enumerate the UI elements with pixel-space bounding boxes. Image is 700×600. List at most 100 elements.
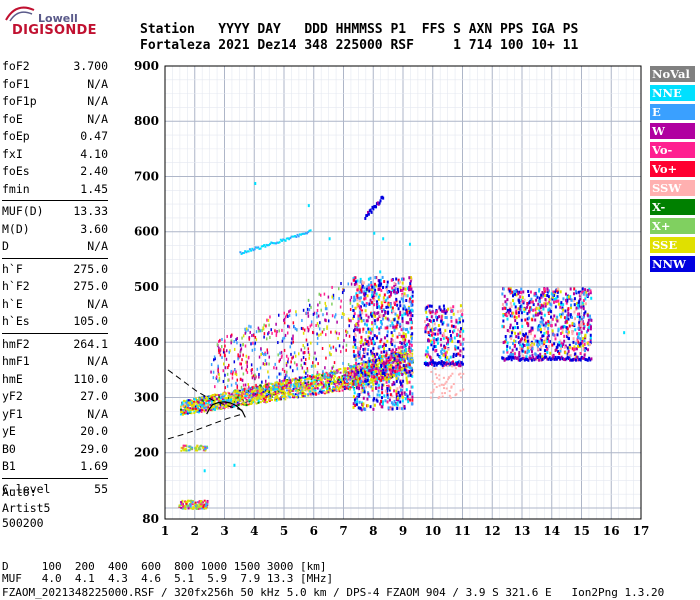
param-row: B1 1.69 <box>2 458 108 474</box>
echo-point <box>264 379 267 383</box>
echo-point <box>213 355 216 359</box>
echo-point <box>506 328 509 332</box>
echo-point <box>241 336 243 340</box>
echo-point <box>338 387 341 390</box>
echo-point <box>455 346 458 350</box>
echo-point <box>378 354 381 358</box>
echo-point <box>206 501 209 504</box>
echo-point <box>261 351 264 355</box>
echo-point <box>202 506 205 509</box>
echo-point <box>527 289 530 293</box>
echo-point <box>367 335 370 339</box>
echo-point <box>367 327 370 331</box>
echo-point <box>517 314 520 318</box>
echo-point <box>575 355 578 359</box>
echo-point <box>213 407 216 410</box>
echo-point <box>578 299 581 303</box>
echo-point <box>444 354 447 358</box>
echo-point <box>245 387 248 390</box>
echo-point <box>397 281 400 285</box>
echo-point <box>215 397 218 400</box>
echo-point <box>557 350 560 354</box>
echo-point <box>541 341 544 345</box>
echo-point <box>289 396 292 399</box>
echo-point <box>376 393 379 397</box>
echo-point <box>442 304 445 308</box>
echo-point <box>405 294 408 298</box>
echo-point <box>520 357 523 361</box>
echo-point <box>563 316 566 320</box>
echo-point <box>567 330 570 334</box>
echo-point <box>263 332 266 336</box>
echo-point <box>566 299 569 303</box>
echo-point <box>530 358 533 362</box>
param-name: h`F2 <box>2 279 30 293</box>
echo-point <box>311 387 314 390</box>
echo-point <box>241 400 244 403</box>
param-value: 0.47 <box>80 129 108 143</box>
echo-point <box>383 350 386 354</box>
echo-point <box>304 377 307 380</box>
echo-point <box>565 301 568 305</box>
echo-point <box>554 323 557 327</box>
echo-point <box>193 398 196 401</box>
echo-point <box>367 392 370 396</box>
echo-point <box>325 333 327 337</box>
echo-point <box>521 324 524 328</box>
echo-point <box>537 328 540 332</box>
echo-point <box>368 366 371 370</box>
echo-point <box>302 386 305 389</box>
echo-point <box>400 297 403 301</box>
echo-point <box>518 307 521 311</box>
echo-point <box>275 333 278 337</box>
echo-point <box>312 312 315 316</box>
echo-point <box>218 348 220 352</box>
echo-point <box>521 349 524 353</box>
echo-point <box>388 295 391 299</box>
echo-point <box>366 378 369 382</box>
echo-point <box>514 326 517 330</box>
echo-point <box>551 317 554 321</box>
echo-point <box>244 331 247 335</box>
echo-point <box>296 396 299 399</box>
echo-point <box>404 397 407 401</box>
echo-point <box>442 361 445 365</box>
echo-point <box>344 367 347 370</box>
echo-point <box>258 355 261 359</box>
echo-point <box>191 405 194 408</box>
echo-point <box>424 325 427 329</box>
echo-point <box>282 337 284 341</box>
echo-point <box>520 287 523 291</box>
echo-point <box>310 323 313 327</box>
echo-point <box>204 405 207 408</box>
echo-point <box>394 369 397 373</box>
echo-point <box>354 378 357 381</box>
echo-point <box>367 365 370 368</box>
echo-point <box>373 319 376 323</box>
echo-point <box>439 337 442 341</box>
echo-point <box>316 370 319 374</box>
param-name: hmF2 <box>2 336 30 351</box>
echo-point <box>227 406 230 409</box>
echo-point <box>307 394 310 397</box>
echo-point <box>518 341 521 345</box>
echo-point <box>241 366 243 370</box>
echo-point <box>431 360 434 364</box>
echo-point <box>343 377 346 380</box>
echo-point <box>406 364 409 367</box>
echo-point <box>270 328 272 332</box>
echo-point <box>403 306 406 310</box>
echo-point <box>203 406 206 409</box>
echo-point <box>214 357 216 361</box>
echo-point <box>396 303 399 307</box>
echo-point <box>316 378 319 381</box>
echo-point <box>362 281 365 285</box>
echo-point <box>199 501 202 504</box>
echo-point <box>349 369 352 372</box>
echo-point <box>201 446 204 449</box>
echo-point <box>515 347 518 351</box>
echo-point <box>289 365 292 369</box>
echo-point <box>547 289 550 293</box>
echo-point <box>388 398 391 402</box>
echo-point <box>410 340 413 344</box>
